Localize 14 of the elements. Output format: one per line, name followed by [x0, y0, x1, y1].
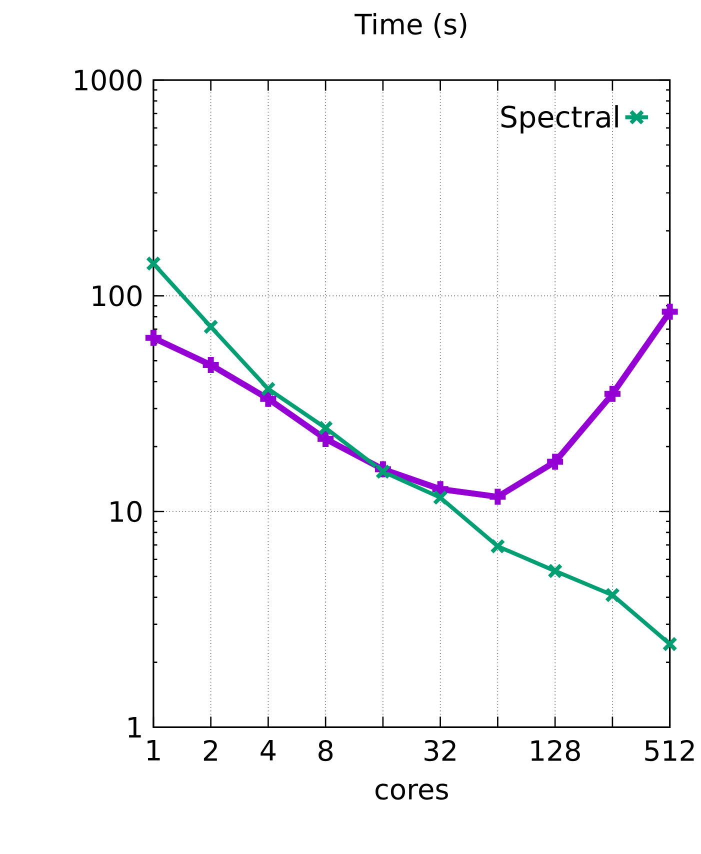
y-tick-label: 10	[110, 500, 142, 522]
x-tick-label: 128	[531, 740, 580, 762]
x-tick-label: 32	[424, 740, 456, 762]
y-tick-label: 1000	[75, 69, 142, 91]
y-tick-label: 100	[92, 285, 142, 306]
x-tick-label: 2	[204, 740, 217, 761]
x-tick-label: 8	[318, 740, 333, 762]
x-tick-label: 1	[148, 740, 160, 760]
chart-title: Time (s)	[354, 13, 466, 38]
x-axis-title: cores	[376, 784, 448, 800]
legend-label: Spectral	[501, 105, 618, 134]
x-tick-label: 512	[645, 740, 694, 762]
y-tick-label: 1	[128, 717, 141, 738]
x-tick-label: 4	[260, 740, 276, 760]
